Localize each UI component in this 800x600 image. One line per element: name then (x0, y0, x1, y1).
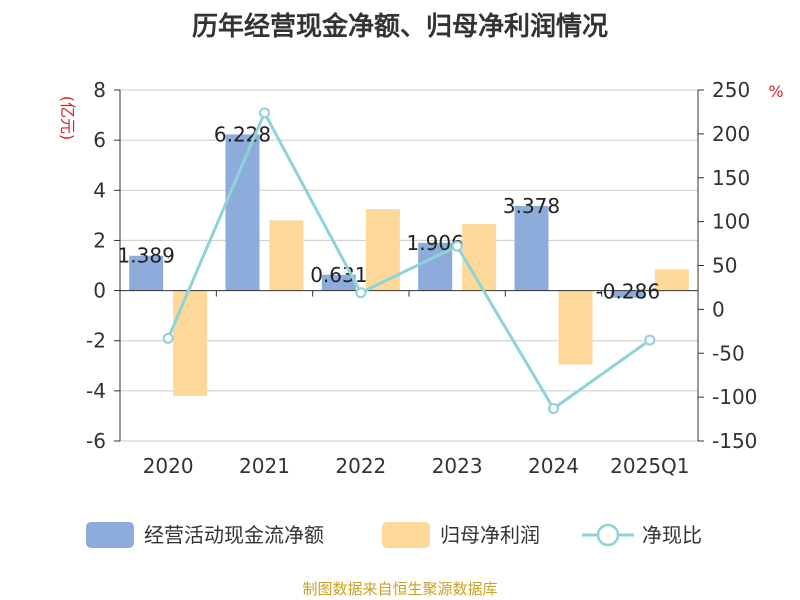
bar-net-profit (654, 269, 689, 291)
right-tick-label: 0 (712, 297, 725, 321)
legend-label-net-profit: 归母净利润 (440, 523, 540, 547)
bar-data-label: 1.389 (118, 244, 175, 268)
right-tick-label: -100 (712, 385, 757, 409)
bar-net-profit (462, 224, 497, 291)
x-tick-label: 2025Q1 (610, 454, 689, 478)
line-point (355, 287, 367, 299)
right-tick-label: 200 (712, 122, 750, 146)
left-tick-label: -2 (86, 329, 106, 353)
right-axis-unit: % (768, 82, 783, 101)
legend-marker-net-cash-ratio (596, 523, 620, 547)
left-tick-label: 0 (93, 279, 106, 303)
bar-net-profit (365, 209, 400, 291)
line-net-cash-ratio (166, 109, 651, 411)
bar-net-profit (558, 290, 593, 365)
right-tick-label: 50 (712, 254, 737, 278)
left-tick-label: 4 (93, 178, 106, 202)
line-point (644, 334, 656, 346)
left-tick-label: 2 (93, 228, 106, 252)
right-tick-label: -150 (712, 429, 757, 453)
bar-data-label: 6.228 (214, 122, 271, 146)
left-tick-label: -4 (86, 379, 106, 403)
line-point (259, 107, 270, 119)
line-point (162, 332, 174, 344)
x-tick-label: 2023 (432, 454, 483, 478)
legend-label-net-cash-ratio: 净现比 (642, 523, 702, 547)
bar-data-label: -0.286 (596, 280, 660, 304)
legend-swatch-operating-cashflow (86, 522, 134, 548)
line-point (451, 240, 463, 252)
bar-net-profit (173, 290, 208, 396)
legend-label-operating-cashflow: 经营活动现金流净额 (144, 523, 324, 547)
bar-net-profit (269, 220, 304, 291)
bar-operating-cashflow (225, 134, 260, 291)
legend-swatch-net-profit (382, 522, 430, 548)
bar-operating-cashflow (321, 274, 356, 291)
source-note: 制图数据来自恒生聚源数据库 (302, 580, 498, 598)
left-tick-label: -6 (86, 429, 106, 453)
bar-operating-cashflow (610, 290, 645, 298)
bar-operating-cashflow (129, 255, 164, 291)
right-tick-label: 100 (712, 210, 750, 234)
chart-title: 历年经营现金净额、归母净利润情况 (191, 12, 608, 42)
x-tick-label: 2024 (528, 454, 579, 478)
right-tick-label: 150 (712, 166, 750, 190)
bar-data-label: 0.631 (310, 263, 367, 287)
right-tick-label: 250 (712, 78, 750, 102)
bar-data-label: 3.378 (503, 194, 560, 218)
x-tick-label: 2020 (143, 454, 194, 478)
left-tick-label: 6 (93, 128, 106, 152)
left-axis-unit: (亿元) (58, 96, 77, 141)
bar-operating-cashflow (514, 205, 549, 291)
x-tick-label: 2021 (239, 454, 290, 478)
right-tick-label: -50 (712, 341, 745, 365)
line-point (548, 403, 559, 415)
x-tick-label: 2022 (335, 454, 386, 478)
left-tick-label: 8 (93, 78, 106, 102)
